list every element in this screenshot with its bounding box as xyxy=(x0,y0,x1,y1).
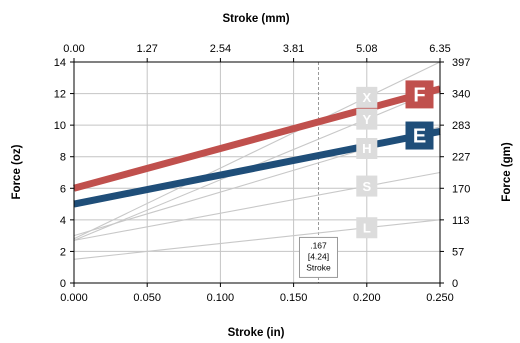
y-right-tick-label: 0 xyxy=(452,278,458,290)
series-lines xyxy=(73,61,441,260)
series-badge-l: L xyxy=(356,217,378,239)
x-tick-label: 0.200 xyxy=(353,292,381,304)
y-tick-label: 12 xyxy=(54,89,66,101)
x-axis-title: Stroke (in) xyxy=(228,327,285,339)
badge-label-x: X xyxy=(362,90,371,105)
series-badge-e: E xyxy=(405,121,434,150)
y-right-tick-label: 340 xyxy=(452,89,470,101)
badge-box xyxy=(405,121,434,150)
x-top-tick-label: 5.08 xyxy=(356,43,377,55)
x-top-tick-label: 0.00 xyxy=(63,43,84,55)
series-badge-f: F xyxy=(405,80,434,109)
badge-label-s: S xyxy=(362,179,371,194)
y-axis-left-title: Force (oz) xyxy=(11,144,23,199)
badge-box xyxy=(356,86,378,108)
grid xyxy=(74,62,440,283)
x-tick-label: 0.250 xyxy=(426,292,454,304)
badge-box xyxy=(356,138,378,160)
annotation-line: [4.24] xyxy=(308,251,329,261)
badge-box xyxy=(356,175,378,197)
series-badge-h: H xyxy=(356,138,378,160)
y-tick-label: 0 xyxy=(60,278,66,290)
series-line-l xyxy=(73,219,441,260)
badge-label-h: H xyxy=(362,141,371,156)
annotation-line: Stroke xyxy=(306,262,331,272)
badge-label-l: L xyxy=(363,220,371,235)
y-tick-label: 8 xyxy=(60,152,66,164)
annotation-line: .167 xyxy=(310,240,327,250)
series-line-s xyxy=(73,171,441,241)
plot-frame xyxy=(70,58,444,287)
x-tick-label: 0.150 xyxy=(280,292,308,304)
annotation-box xyxy=(298,236,338,278)
badge-label-f: F xyxy=(413,85,425,107)
y-right-tick-label: 283 xyxy=(452,120,470,132)
y-right-tick-label: 57 xyxy=(452,246,464,258)
x-tick-label: 0.050 xyxy=(133,292,161,304)
x-axis-top-title: Stroke (mm) xyxy=(222,13,289,25)
x-top-tick-label: 3.81 xyxy=(283,43,304,55)
series-badge-y: Y xyxy=(356,108,378,130)
y-tick-label: 4 xyxy=(60,215,66,227)
x-tick-label: 0.100 xyxy=(207,292,235,304)
tick-labels: 0.000 0.050 0.100 0.150 0.200 0.250 0.00 1.27 2.… xyxy=(54,43,471,304)
y-tick-label: 2 xyxy=(60,246,66,258)
plot-border xyxy=(73,61,441,284)
y-right-tick-label: 227 xyxy=(452,152,470,164)
series-line-f xyxy=(73,85,441,192)
stroke-annotation: .167[4.24]Stroke xyxy=(298,236,338,278)
badge-label-y: Y xyxy=(362,112,371,127)
series-badges: FE XYH S L xyxy=(356,80,434,239)
x-tick-label: 0.000 xyxy=(60,292,88,304)
y-right-tick-label: 397 xyxy=(452,57,470,69)
badge-box xyxy=(405,80,434,109)
series-badge-x: X xyxy=(356,86,378,108)
y-right-tick-label: 113 xyxy=(452,215,470,227)
series-line-e xyxy=(73,128,441,208)
badge-box xyxy=(356,108,378,130)
y-tick-label: 10 xyxy=(54,120,66,132)
y-tick-label: 6 xyxy=(60,183,66,195)
x-top-tick-label: 6.35 xyxy=(429,43,450,55)
y-tick-label: 14 xyxy=(54,57,66,69)
badge-box xyxy=(356,217,378,239)
y-right-tick-label: 170 xyxy=(452,183,470,195)
series-line-x xyxy=(73,61,441,240)
x-top-tick-label: 1.27 xyxy=(136,43,157,55)
axis-titles: Stroke (mm) Stroke (in) Force (oz) Force… xyxy=(11,13,513,339)
badge-label-e: E xyxy=(413,126,426,148)
series-badge-s: S xyxy=(356,175,378,197)
y-axis-right-title: Force (gm) xyxy=(501,142,513,202)
x-top-tick-label: 2.54 xyxy=(210,43,231,55)
